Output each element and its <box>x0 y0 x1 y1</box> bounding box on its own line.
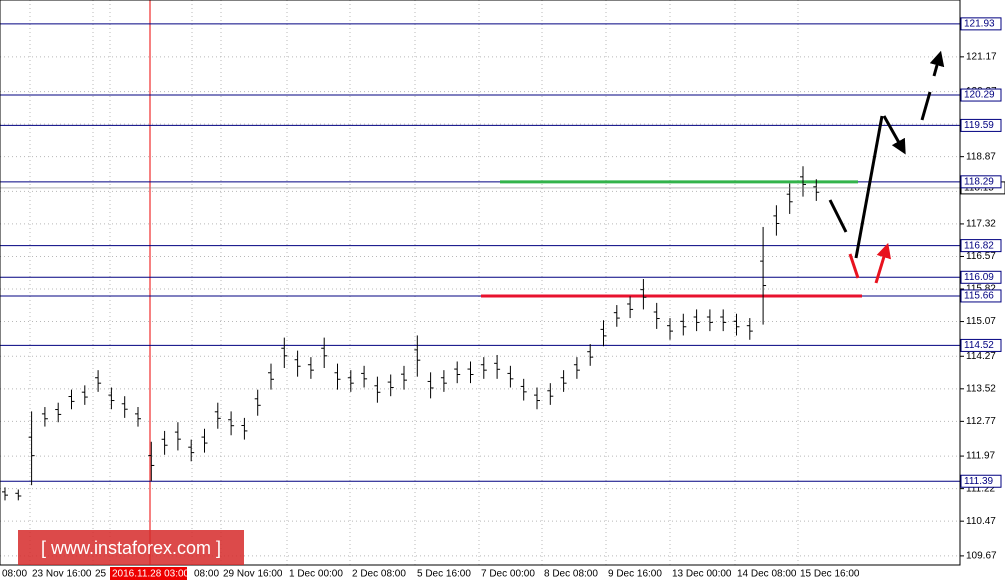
level-label: 119.59 <box>964 120 994 131</box>
level-box <box>960 118 1002 132</box>
y-tick-label: 111.22 <box>966 483 996 494</box>
x-tick-label: 29 Nov 16:00 <box>223 569 283 580</box>
level-box <box>960 270 1002 284</box>
y-tick-label: 117.32 <box>966 219 996 230</box>
x-tick-label: 2016.11.28 03:00 <box>112 569 190 580</box>
x-tick-label: 8 Dec 08:00 <box>544 569 598 580</box>
level-label: 114.52 <box>964 340 994 351</box>
y-tick-label: 113.52 <box>966 383 996 394</box>
x-tick-label: 5 Dec 16:00 <box>417 569 471 580</box>
x-tick-label: 9 Dec 16:00 <box>608 569 662 580</box>
watermark-box <box>18 530 244 565</box>
frame <box>0 0 961 566</box>
y-tick-label: 111.97 <box>966 451 996 462</box>
x-tick-label: 13 Dec 00:00 <box>672 569 732 580</box>
x-tick-label: 7 Dec 00:00 <box>481 569 535 580</box>
arrow <box>920 91 932 121</box>
y-tick-label: 115.07 <box>966 316 996 327</box>
watermark: [ www.instaforex.com ] <box>18 530 244 565</box>
y-tick-label: 114.27 <box>966 351 996 362</box>
x-tick-label: 15 Dec 16:00 <box>800 569 860 580</box>
x-tick-label: 2 Dec 08:00 <box>352 569 406 580</box>
level-label: 120.29 <box>964 90 995 101</box>
y-tick-label: 116.57 <box>966 251 996 262</box>
level-box <box>960 239 1002 253</box>
level-box <box>960 17 1002 31</box>
x-tick-label: 25 <box>95 569 107 580</box>
level-label: 115.66 <box>964 291 994 302</box>
x-tick-label: 08:00 <box>2 569 27 580</box>
level-label: 116.09 <box>964 272 994 283</box>
y-tick-label: 121.17 <box>966 51 997 62</box>
level-box <box>960 338 1002 352</box>
arrow <box>874 242 892 284</box>
level-label: 121.93 <box>964 19 995 30</box>
level-box <box>960 289 1002 303</box>
y-tick-label: 118.87 <box>966 151 996 162</box>
forecast-arrows <box>828 50 945 284</box>
x-tick-label: 23 Nov 16:00 <box>32 569 92 580</box>
x-tick-label: 08:00 <box>194 569 219 580</box>
y-tick-label: 110.47 <box>966 516 996 527</box>
watermark-text: [ www.instaforex.com ] <box>41 538 221 558</box>
y-tick-label: 109.67 <box>966 551 997 562</box>
date-highlight <box>110 567 187 580</box>
level-label: 118.29 <box>964 176 994 187</box>
grid <box>0 0 960 565</box>
axes: 109.67 110.47 111.22 111.97 112.77 113.52 114.… <box>2 17 1005 580</box>
level-box <box>960 474 1002 488</box>
x-tick-label: 1 Dec 00:00 <box>289 569 343 580</box>
level-box <box>960 175 1002 189</box>
level-label: 111.39 <box>964 476 994 487</box>
plot <box>0 23 960 501</box>
arrow <box>854 115 884 259</box>
level-label: 116.82 <box>964 240 994 251</box>
x-tick-label: 14 Dec 08:00 <box>737 569 797 580</box>
level-box <box>960 88 1002 102</box>
arrow <box>882 115 906 155</box>
y-tick-label: 112.77 <box>966 416 996 427</box>
y-tick-label: 115.82 <box>966 284 996 295</box>
arrow <box>848 253 860 279</box>
arrow <box>828 199 848 233</box>
arrow <box>929 50 945 77</box>
